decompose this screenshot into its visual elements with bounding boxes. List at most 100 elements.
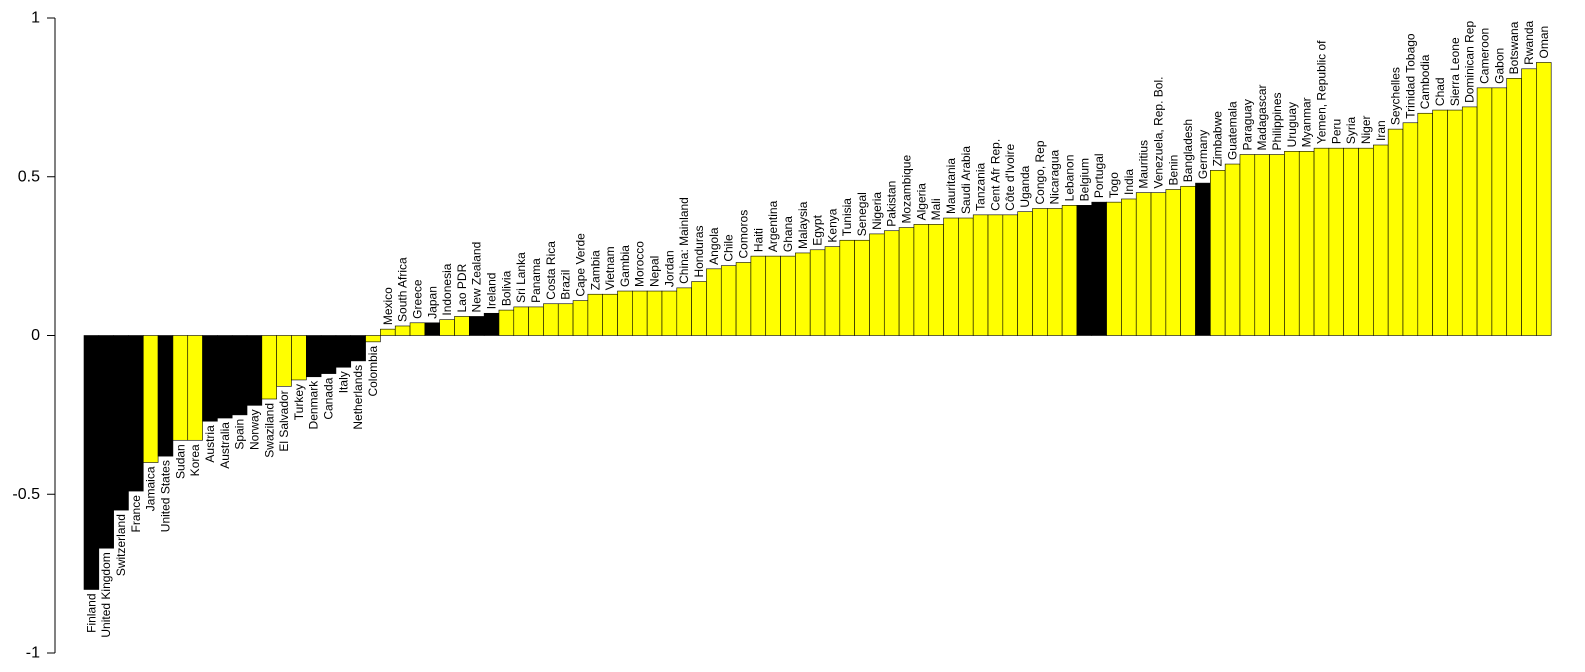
bar xyxy=(1239,154,1256,336)
bar-label: Philippines xyxy=(1270,92,1284,150)
bar xyxy=(1402,122,1419,336)
bar xyxy=(958,217,974,336)
bar xyxy=(765,255,781,336)
bar xyxy=(113,335,129,511)
bar xyxy=(691,281,707,336)
bar-label: Madagascar xyxy=(1255,84,1269,150)
bar-label: Spain xyxy=(233,419,247,450)
bar-label: Chile xyxy=(722,234,736,262)
bar xyxy=(1536,62,1552,336)
bar xyxy=(1358,147,1374,336)
bar xyxy=(913,224,930,336)
bar xyxy=(380,328,396,336)
bar xyxy=(1017,211,1033,336)
bar xyxy=(1254,154,1270,336)
bar-label: Iran xyxy=(1374,120,1388,141)
bar-label: Paraguay xyxy=(1240,99,1254,150)
bar-label: New Zealand xyxy=(470,242,484,313)
bar-label: Zambia xyxy=(588,250,602,290)
y-ticks: -1 -0.5 0 0.5 1 xyxy=(12,10,55,662)
bar xyxy=(780,255,796,336)
bar xyxy=(1165,189,1181,336)
bar xyxy=(987,214,1004,336)
bar-label: Lebanon xyxy=(1063,155,1077,202)
bar-label: Honduras xyxy=(692,225,706,277)
bar-label: Côte d'Ivoire xyxy=(1003,144,1017,211)
bar xyxy=(676,287,692,336)
bar-label: Cambodia xyxy=(1418,54,1432,109)
bar xyxy=(83,335,100,590)
bar xyxy=(646,290,663,336)
y-tick-label: -1 xyxy=(26,645,40,662)
bar xyxy=(928,224,944,336)
bar-label: Myanmar xyxy=(1300,97,1314,147)
bar-label: China: Mainland xyxy=(677,197,691,284)
bar xyxy=(543,303,559,336)
bar-label: Pakistan xyxy=(885,181,899,227)
bar-label: Tanzania xyxy=(974,162,988,210)
bar-label: Netherlands xyxy=(351,365,365,430)
bar xyxy=(350,335,366,362)
bar xyxy=(246,335,263,406)
bar-label: Korea xyxy=(188,444,202,476)
bar-label: Finland xyxy=(84,594,98,633)
bar-label: India xyxy=(1122,169,1136,195)
bar-label: Kenya xyxy=(825,208,839,242)
bar xyxy=(1195,182,1211,336)
bar xyxy=(1224,163,1241,336)
bar-label: Syria xyxy=(1344,117,1358,145)
bar xyxy=(483,312,500,336)
bar xyxy=(972,214,989,336)
bar-label: Niger xyxy=(1359,115,1373,144)
bar-label: Guatemala xyxy=(1226,101,1240,160)
bar-label: Norway xyxy=(247,409,261,450)
bar-label: Switzerland xyxy=(114,514,128,576)
bar-label: Indonesia xyxy=(440,263,454,315)
bar xyxy=(1476,87,1493,336)
bar-label: Vietnam xyxy=(603,246,617,290)
bar-label: Mexico xyxy=(381,287,395,325)
bar-label: Uruguay xyxy=(1285,102,1299,147)
bar-label: Nigeria xyxy=(870,192,884,230)
bar-label: Ghana xyxy=(781,216,795,252)
bar xyxy=(898,227,915,336)
bar-label: Dominican Rep xyxy=(1463,21,1477,103)
bar xyxy=(587,293,604,336)
bar xyxy=(1491,87,1508,336)
bar-label: Zimbabwe xyxy=(1211,111,1225,167)
bar-label: Morocco xyxy=(633,241,647,287)
bar xyxy=(632,290,648,336)
bar xyxy=(617,290,633,336)
bar xyxy=(409,322,426,336)
bar-label: Costa Rica xyxy=(544,241,558,300)
bar-label: Mali xyxy=(929,198,943,220)
y-tick-label: 0.5 xyxy=(18,168,40,185)
bar-label: Nicaragua xyxy=(1048,149,1062,204)
bar xyxy=(1150,192,1167,336)
bar xyxy=(335,335,352,368)
bar-label: Bolivia xyxy=(499,270,513,306)
bar-label: Swaziland xyxy=(262,403,276,458)
bar-label: Gabon xyxy=(1492,48,1506,84)
bar-label: Japan xyxy=(425,286,439,319)
bar-label: Seychelles xyxy=(1389,67,1403,125)
bar-label: Mozambique xyxy=(900,155,914,224)
bar-label: Bangladesh xyxy=(1181,119,1195,182)
bar-label: Germany xyxy=(1196,130,1210,179)
bar-label: Brazil xyxy=(559,270,573,300)
y-tick-label: -0.5 xyxy=(12,486,40,503)
bar-label: Portugal xyxy=(1092,153,1106,198)
bar-label: Colombia xyxy=(366,346,380,397)
bar-label: Yemen, Republic of xyxy=(1314,40,1328,144)
bar-label: Trinidad Tobago xyxy=(1403,33,1417,119)
bar xyxy=(854,239,870,336)
bar xyxy=(1061,205,1078,336)
bar xyxy=(454,316,470,336)
bar-label: France xyxy=(129,495,143,533)
bar xyxy=(365,335,381,343)
bar xyxy=(824,246,841,336)
bar-label: United States xyxy=(159,460,173,532)
bar-label: El Salvador xyxy=(277,390,291,451)
bar xyxy=(187,335,203,441)
